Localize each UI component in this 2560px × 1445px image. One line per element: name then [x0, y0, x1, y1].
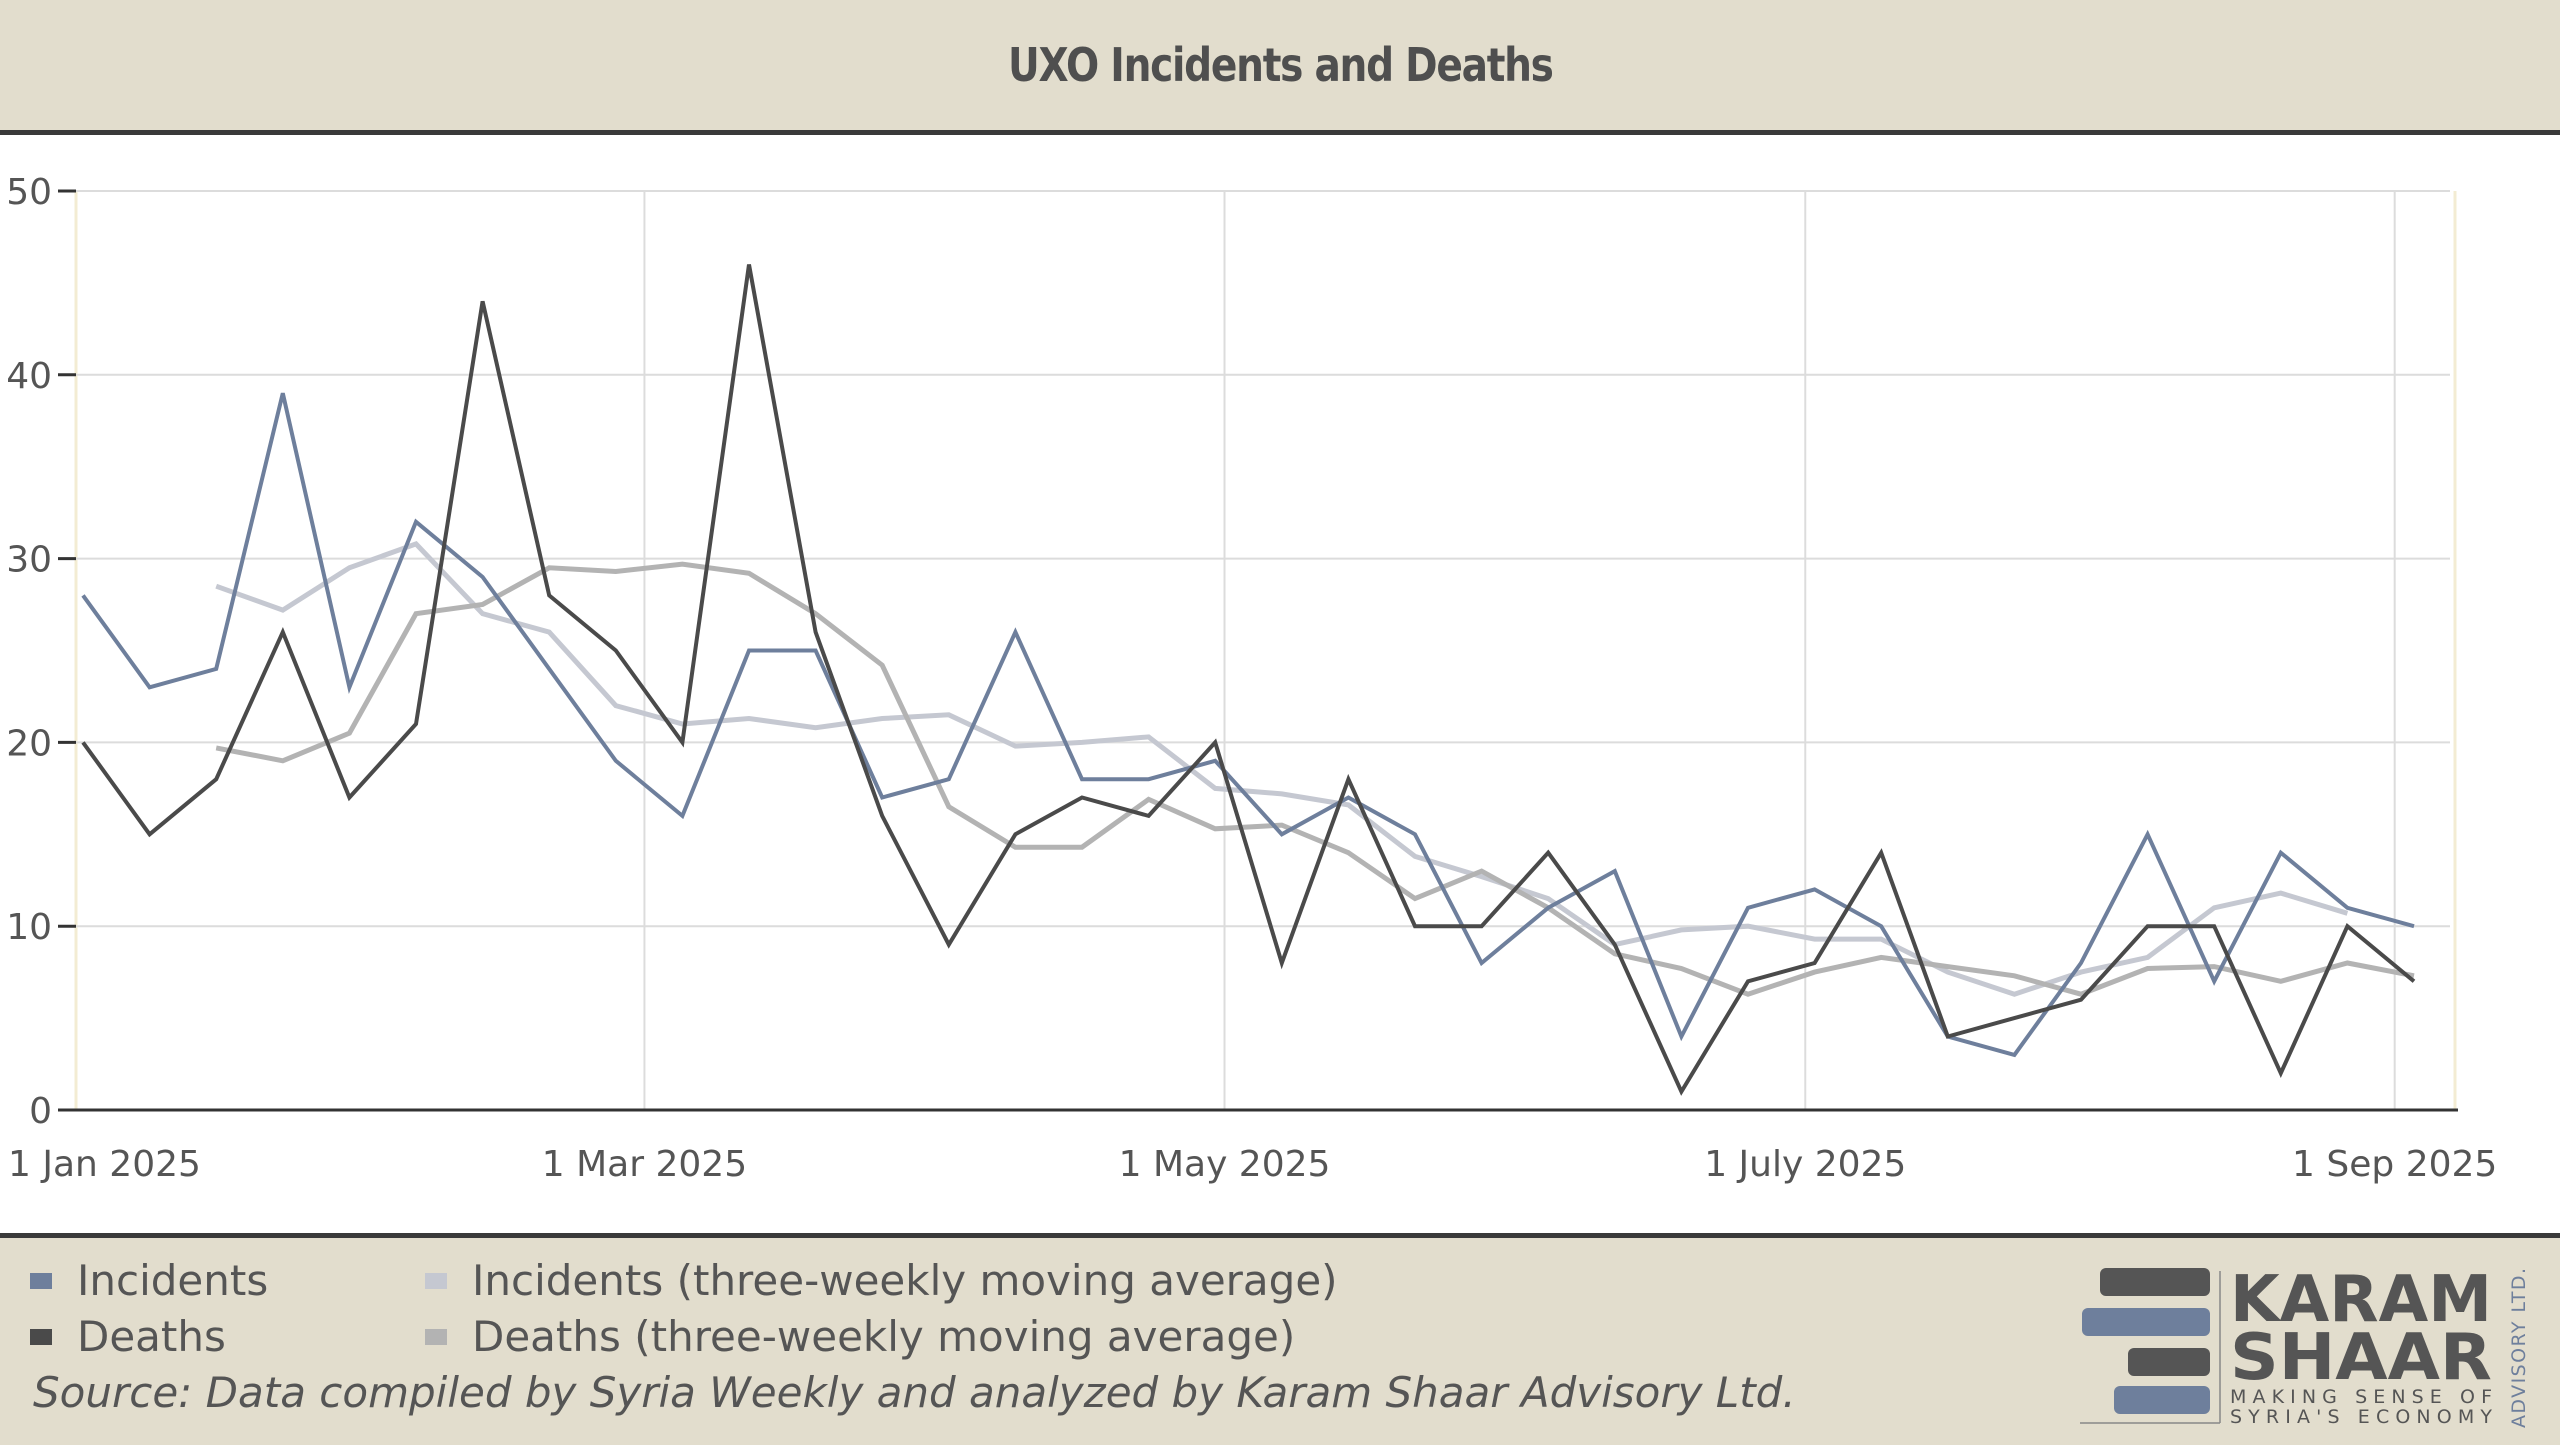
legend-label: Incidents (three-weekly moving average)	[472, 1256, 1338, 1305]
legend-swatch	[30, 1273, 52, 1289]
legend-label: Deaths	[77, 1312, 226, 1361]
legend-swatch	[425, 1273, 447, 1289]
y-tick-label: 30	[6, 540, 52, 581]
chart-title: UXO Incidents and Deaths	[1008, 38, 1553, 92]
logo-bar	[2114, 1386, 2210, 1414]
x-tick-label: 1 May 2025	[1119, 1144, 1331, 1185]
legend-label: Deaths (three-weekly moving average)	[472, 1312, 1295, 1361]
line-chart: 0 10 20 30 40 50 1 Jan 2025 1 Mar 2025 1 May 202…	[0, 135, 2560, 1235]
logo-side-text: ADVISORY LTD.	[2508, 1268, 2530, 1428]
legend-item-incidents-ma: Incidents (three-weekly moving average)	[425, 1256, 1338, 1305]
series-line-incidents	[83, 393, 2414, 1055]
logo-bar	[2128, 1348, 2210, 1376]
karam-shaar-logo: KARAM SHAAR MAKING SENSE OF SYRIA'S ECON…	[2080, 1263, 2540, 1438]
y-tick-label: 10	[6, 907, 52, 948]
logo-bar	[2082, 1308, 2210, 1336]
x-tick-label: 1 Sep 2025	[2292, 1144, 2497, 1185]
logo-tagline2: SYRIA'S ECONOMY	[2230, 1406, 2492, 1428]
footer: Incidents Deaths Incidents (three-weekly…	[0, 1233, 2560, 1445]
series-line-deaths	[83, 265, 2414, 1092]
x-tick-label: 1 Jan 2025	[8, 1144, 201, 1185]
y-tick-label: 40	[6, 356, 52, 397]
x-tick-label: 1 July 2025	[1704, 1144, 1906, 1185]
logo-bar	[2100, 1268, 2210, 1296]
y-tick-label: 0	[29, 1091, 52, 1132]
y-tick-label: 50	[6, 172, 52, 213]
chart-header: UXO Incidents and Deaths	[0, 0, 2560, 135]
legend-item-deaths-ma: Deaths (three-weekly moving average)	[425, 1312, 1295, 1361]
plot-area: 0 10 20 30 40 50 1 Jan 2025 1 Mar 2025 1 May 202…	[0, 135, 2560, 1235]
legend-label: Incidents	[77, 1256, 268, 1305]
legend-item-deaths: Deaths	[30, 1312, 226, 1361]
legend-item-incidents: Incidents	[30, 1256, 268, 1305]
legend-swatch	[30, 1329, 52, 1345]
legend-swatch	[425, 1329, 447, 1345]
logo-line2: SHAAR	[2230, 1321, 2492, 1395]
x-tick-label: 1 Mar 2025	[542, 1144, 747, 1185]
source-note: Source: Data compiled by Syria Weekly an…	[33, 1368, 1796, 1417]
y-tick-label: 20	[6, 723, 52, 764]
